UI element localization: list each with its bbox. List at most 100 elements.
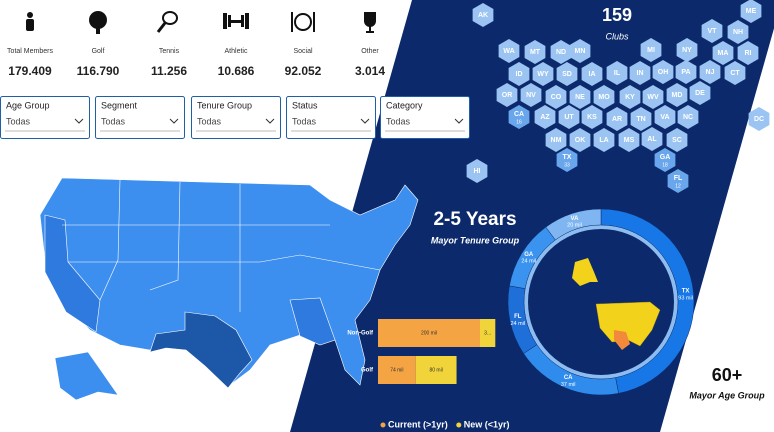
filter-label: Age Group <box>6 100 50 110</box>
state-hex <box>606 107 628 131</box>
state-code: NE <box>575 94 585 101</box>
donut-value-label: 20 mil <box>567 223 582 229</box>
state-hex <box>556 62 578 86</box>
state-code: NV <box>526 92 536 99</box>
state-code: MT <box>530 49 541 56</box>
state-code: MS <box>624 137 635 144</box>
bar-category: Non-Golf <box>347 331 374 337</box>
legend-label: New (<1yr) <box>464 419 510 429</box>
state-hex <box>675 60 697 84</box>
icon-tennis <box>156 11 178 33</box>
filter-value: Todas <box>197 116 222 126</box>
state-code: SC <box>672 137 682 144</box>
kpi-label: Social <box>293 48 313 55</box>
state-hex <box>667 169 689 193</box>
filter-box[interactable] <box>95 96 185 139</box>
state-code: ME <box>746 8 757 15</box>
filter-box[interactable] <box>380 96 470 139</box>
state-value: 18 <box>662 162 668 168</box>
state-code: LA <box>599 137 608 144</box>
state-hex <box>534 105 556 129</box>
state-hex <box>558 105 580 129</box>
state-hex <box>496 83 518 107</box>
california <box>44 214 101 333</box>
state-code: AL <box>647 136 657 143</box>
kpi-value: 10.686 <box>218 64 255 78</box>
state-code: CT <box>730 70 740 77</box>
bar-segment <box>378 356 416 384</box>
state-code: UT <box>564 114 574 121</box>
filter-box[interactable] <box>191 96 281 139</box>
donut-category: VA <box>571 216 580 222</box>
state-code: CO <box>551 94 562 101</box>
donut-category: FL <box>514 314 522 320</box>
clubs-count: 159 <box>602 5 632 25</box>
icon-dining <box>291 12 315 32</box>
kpi-label: Other <box>361 48 379 55</box>
state-hex <box>606 61 628 85</box>
icon-golf <box>89 11 107 34</box>
state-code: OK <box>575 137 586 144</box>
kpi-icons <box>26 11 376 34</box>
filter-box[interactable] <box>0 96 90 139</box>
state-hex <box>666 128 688 152</box>
state-code: OR <box>502 92 513 99</box>
state-hex <box>654 105 676 129</box>
state-code: AZ <box>540 114 550 121</box>
alaska <box>572 258 598 286</box>
age-title: 60+ <box>712 365 743 385</box>
filter-label: Status <box>292 100 318 110</box>
state-hex <box>641 127 663 151</box>
state-hex <box>520 83 542 107</box>
filter-box[interactable] <box>286 96 376 139</box>
kpi-label: Total Members <box>7 48 53 55</box>
donut-value-label: 24 mil <box>521 259 536 265</box>
state-code: OH <box>658 69 669 76</box>
filter-label: Segment <box>101 100 138 110</box>
state-hex <box>640 38 662 62</box>
kpi-value: 92.052 <box>285 64 322 78</box>
state-hex <box>550 40 572 64</box>
dropdown-chevron <box>454 118 464 124</box>
state-hex <box>569 39 591 63</box>
state-hex <box>545 128 567 152</box>
state-code: NM <box>551 137 562 144</box>
state-code: KY <box>625 94 635 101</box>
state-code: KS <box>587 114 597 121</box>
state-hex <box>618 128 640 152</box>
state-value: 33 <box>564 162 570 168</box>
state-hex <box>654 148 676 172</box>
state-hex <box>498 39 520 63</box>
donut-value-label: 37 mil <box>561 382 576 388</box>
state-code: MO <box>598 94 610 101</box>
filter-value: Todas <box>386 116 411 126</box>
state-hex <box>593 85 615 109</box>
bar-segment <box>480 319 496 347</box>
dropdown-chevron <box>360 118 370 124</box>
state-code: ND <box>556 49 566 56</box>
donut-value-label: 93 mil <box>678 295 693 301</box>
kpi-value: 179.409 <box>8 64 52 78</box>
state-hex <box>629 61 651 85</box>
state-code: HI <box>474 168 481 175</box>
legend-swatch <box>456 422 462 428</box>
state-code: NJ <box>706 69 715 76</box>
state-hex <box>727 20 749 44</box>
state-code: WV <box>647 94 659 101</box>
state-hex <box>652 60 674 84</box>
legend-swatch <box>380 422 386 428</box>
state-value: 16 <box>516 119 522 125</box>
donut-category: CA <box>564 375 573 381</box>
state-code: ID <box>516 71 523 78</box>
state-code: TX <box>563 154 572 161</box>
bar-value-label: 3... <box>484 330 491 336</box>
filter-value: Todas <box>101 116 126 126</box>
legend-label: Current (>1yr) <box>388 419 448 429</box>
state-code: WA <box>503 48 514 55</box>
state-code: VA <box>660 114 669 121</box>
donut-inner-ring <box>524 225 678 379</box>
state-hex <box>748 107 770 131</box>
state-code: MA <box>718 50 729 57</box>
state-hex <box>712 41 734 65</box>
